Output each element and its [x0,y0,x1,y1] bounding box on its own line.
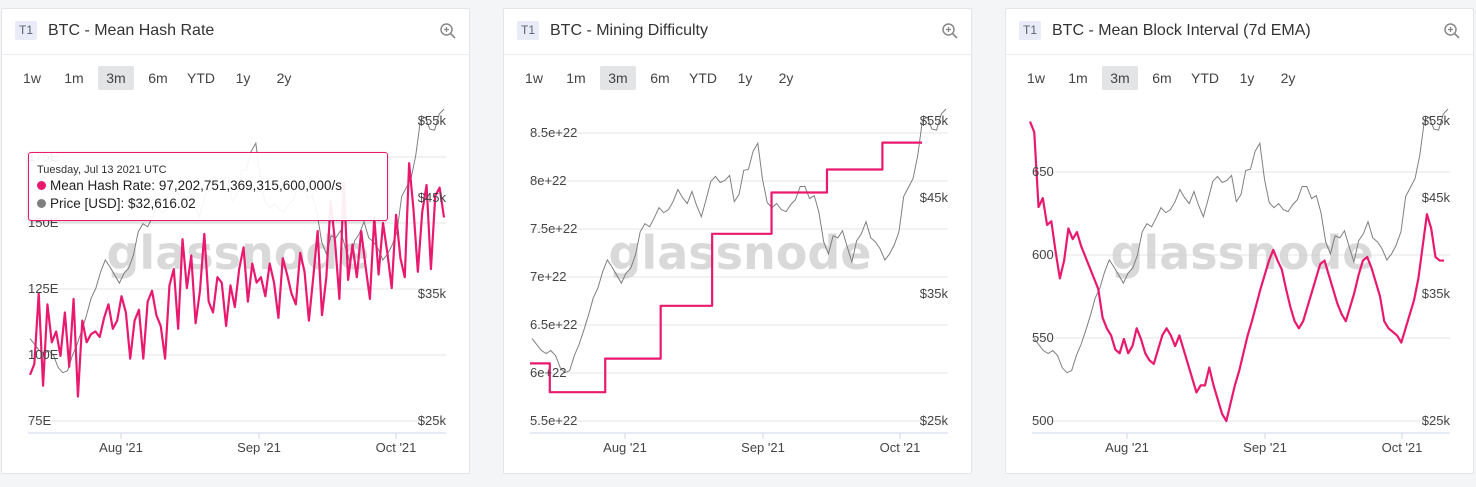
y-left-tick-label: 5.5e+22 [530,413,577,428]
price-series-line [531,108,947,374]
range-6m[interactable]: 6m [140,66,176,90]
range-2y[interactable]: 2y [768,66,804,90]
chart-card-block-interval: T1 BTC - Mean Block Interval (7d EMA) 1w… [1005,8,1474,474]
x-tick-label: Oct '21 [376,440,417,455]
range-ytd[interactable]: YTD [182,66,220,90]
metric-series-line [1028,121,1444,423]
metric-series-line [530,141,922,394]
watermark-text: glassnode [1111,226,1374,280]
y-right-tick-label: $25k [1422,413,1451,428]
range-3m[interactable]: 3m [98,66,134,90]
tier-badge: T1 [1019,21,1041,40]
y-left-tick-label: 75E [28,413,51,428]
range-1y[interactable]: 1y [225,66,261,90]
y-left-tick-label: 650 [1032,164,1054,179]
metric-dot-icon [37,181,46,190]
y-left-tick-label: 550 [1032,330,1054,345]
y-right-tick-label: $45k [920,190,949,205]
range-3m[interactable]: 3m [1102,66,1138,90]
y-left-tick-label: 8.5e+22 [530,125,577,140]
range-1w[interactable]: 1w [1018,66,1054,90]
chart-card-hash-rate: T1 BTC - Mean Hash Rate 1w 1m 3m 6m YTD … [1,8,470,474]
metric-series-line [28,162,446,398]
range-ytd[interactable]: YTD [684,66,722,90]
card-header: T1 BTC - Mean Block Interval (7d EMA) [1006,9,1473,55]
y-left-tick-label: 500 [1032,413,1054,428]
tier-badge: T1 [15,21,37,40]
zoom-in-icon[interactable] [1443,22,1461,40]
zoom-in-icon[interactable] [439,22,457,40]
y-left-tick-label: 6.5e+22 [530,317,577,332]
range-1m[interactable]: 1m [1060,66,1096,90]
zoom-in-icon[interactable] [941,22,959,40]
range-1y[interactable]: 1y [727,66,763,90]
x-tick-label: Aug '21 [1105,440,1149,455]
range-1w[interactable]: 1w [14,66,50,90]
range-6m[interactable]: 6m [1144,66,1180,90]
y-right-tick-label: $35k [1422,286,1451,301]
range-6m[interactable]: 6m [642,66,678,90]
y-right-tick-label: $55k [1422,113,1451,128]
y-right-tick-label: $25k [920,413,949,428]
chart-title: BTC - Mean Block Interval (7d EMA) [1052,22,1311,39]
range-1m[interactable]: 1m [56,66,92,90]
range-2y[interactable]: 2y [1270,66,1306,90]
chart-title: BTC - Mining Difficulty [550,22,708,39]
x-tick-label: Sep '21 [741,440,785,455]
y-right-tick-label: $45k [1422,190,1451,205]
y-left-tick-label: 6e+22 [530,365,567,380]
range-1y[interactable]: 1y [1229,66,1265,90]
y-right-tick-label: $25k [418,413,447,428]
y-left-tick-label: 125E [28,281,59,296]
chart-plot-difficulty[interactable]: Aug '21 Sep '21 Oct '21glassnode5.5e+226e+… [504,99,973,469]
tooltip-metric-label: Mean Hash Rate: [50,178,156,193]
x-tick-label: Sep '21 [1243,440,1287,455]
range-3m[interactable]: 3m [600,66,636,90]
chart-title: BTC - Mean Hash Rate [48,22,215,39]
chart-card-difficulty: T1 BTC - Mining Difficulty 1w 1m 3m 6m Y… [503,8,972,474]
range-ytd[interactable]: YTD [1186,66,1224,90]
range-1w[interactable]: 1w [516,66,552,90]
price-dot-icon [37,199,46,208]
chart-plot-block-interval[interactable]: Aug '21 Sep '21 Oct '21 glassnode 500 550 600 6… [1006,99,1475,469]
range-1m[interactable]: 1m [558,66,594,90]
chart-tooltip: Tuesday, Jul 13 2021 UTC Mean Hash Rate:… [28,152,388,221]
tooltip-price-value: $32,616.02 [128,196,196,211]
price-series-line [1033,108,1449,374]
tier-badge: T1 [517,21,539,40]
tooltip-metric-value: 97,202,751,369,315,600,000/s [158,178,342,193]
y-right-tick-label: $55k [418,113,447,128]
tooltip-date: Tuesday, Jul 13 2021 UTC [37,164,167,176]
card-header: T1 BTC - Mining Difficulty [504,9,971,55]
y-left-tick-label: 7.5e+22 [530,221,577,236]
y-right-tick-label: $45k [418,190,447,205]
card-header: T1 BTC - Mean Hash Rate [2,9,469,55]
y-left-tick-label: 7e+22 [530,269,567,284]
range-2y[interactable]: 2y [266,66,302,90]
x-tick-label: Oct '21 [880,440,921,455]
x-tick-label: Oct '21 [1382,440,1423,455]
tooltip-metric-row: Mean Hash Rate: 97,202,751,369,315,600,0… [37,177,379,195]
y-right-tick-label: $55k [920,113,949,128]
y-left-tick-label: 8e+22 [530,173,567,188]
tooltip-price-label: Price [USD]: [50,196,125,211]
x-tick-label: Sep '21 [237,440,281,455]
y-left-tick-label: 100E [28,347,59,362]
tooltip-price-row: Price [USD]: $32,616.02 [37,195,379,213]
x-tick-label: Aug '21 [99,440,143,455]
y-right-tick-label: $35k [418,286,447,301]
x-tick-label: Aug '21 [603,440,647,455]
y-right-tick-label: $35k [920,286,949,301]
y-left-tick-label: 600 [1032,247,1054,262]
